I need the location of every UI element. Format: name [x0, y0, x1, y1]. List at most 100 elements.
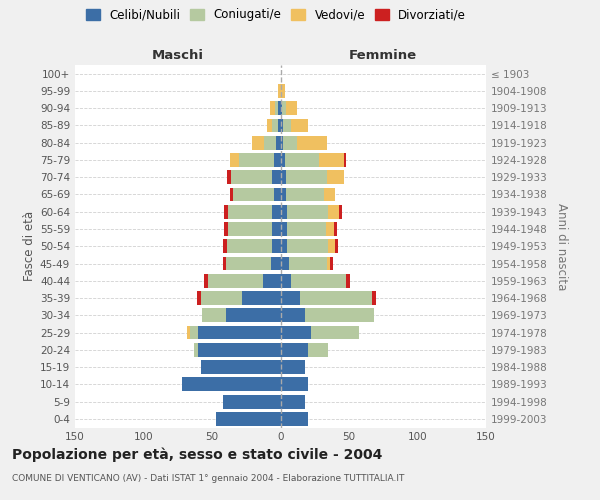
Bar — [287, 240, 328, 253]
Bar — [311, 326, 359, 340]
Bar — [281, 205, 287, 218]
Bar — [190, 326, 198, 340]
Bar — [287, 222, 326, 236]
Bar — [272, 118, 278, 132]
Bar — [216, 412, 281, 426]
Bar — [281, 412, 308, 426]
Bar — [224, 205, 229, 218]
Bar — [272, 240, 281, 253]
Bar — [286, 188, 325, 202]
Text: Femmine: Femmine — [349, 50, 418, 62]
Bar — [224, 222, 229, 236]
Bar — [299, 291, 372, 305]
Bar — [281, 394, 305, 408]
Bar — [202, 308, 226, 322]
Bar — [230, 188, 233, 202]
Bar — [223, 240, 227, 253]
Bar — [230, 153, 239, 167]
Bar — [281, 343, 308, 356]
Bar — [277, 136, 281, 149]
Bar — [263, 274, 281, 287]
Bar — [281, 240, 287, 253]
Bar — [281, 274, 292, 287]
Bar — [229, 222, 272, 236]
Bar — [281, 291, 299, 305]
Bar — [223, 256, 226, 270]
Bar — [278, 102, 281, 115]
Bar — [328, 240, 335, 253]
Bar — [223, 394, 281, 408]
Bar — [328, 205, 340, 218]
Bar — [308, 343, 328, 356]
Bar — [239, 153, 274, 167]
Bar — [198, 343, 281, 356]
Bar — [201, 360, 281, 374]
Bar — [226, 308, 281, 322]
Bar — [197, 291, 201, 305]
Bar — [319, 153, 344, 167]
Bar — [281, 308, 305, 322]
Text: Maschi: Maschi — [152, 50, 204, 62]
Bar — [297, 136, 327, 149]
Bar — [286, 170, 327, 184]
Bar — [252, 136, 264, 149]
Bar — [330, 256, 332, 270]
Bar — [208, 274, 263, 287]
Bar — [334, 222, 337, 236]
Bar — [274, 188, 281, 202]
Bar — [269, 102, 275, 115]
Bar — [272, 222, 281, 236]
Bar — [344, 153, 346, 167]
Legend: Celibi/Nubili, Coniugati/e, Vedovi/e, Divorziati/e: Celibi/Nubili, Coniugati/e, Vedovi/e, Di… — [83, 6, 469, 24]
Bar — [198, 326, 281, 340]
Text: COMUNE DI VENTICANO (AV) - Dati ISTAT 1° gennaio 2004 - Elaborazione TUTTITALIA.: COMUNE DI VENTICANO (AV) - Dati ISTAT 1°… — [12, 474, 404, 483]
Bar — [346, 274, 350, 287]
Bar — [187, 326, 190, 340]
Bar — [281, 188, 286, 202]
Bar — [283, 118, 292, 132]
Bar — [283, 136, 297, 149]
Bar — [229, 205, 272, 218]
Bar — [305, 308, 374, 322]
Bar — [292, 118, 308, 132]
Bar — [272, 205, 281, 218]
Bar — [287, 205, 328, 218]
Bar — [278, 84, 281, 98]
Bar — [284, 153, 319, 167]
Bar — [274, 153, 281, 167]
Bar — [227, 240, 272, 253]
Bar — [281, 102, 282, 115]
Bar — [194, 343, 198, 356]
Text: Popolazione per età, sesso e stato civile - 2004: Popolazione per età, sesso e stato civil… — [12, 448, 382, 462]
Bar — [281, 136, 283, 149]
Bar — [335, 240, 338, 253]
Bar — [289, 256, 327, 270]
Bar — [272, 170, 281, 184]
Bar — [281, 170, 286, 184]
Y-axis label: Anni di nascita: Anni di nascita — [554, 202, 568, 290]
Bar — [201, 291, 242, 305]
Bar — [340, 205, 342, 218]
Bar — [372, 291, 376, 305]
Bar — [281, 326, 311, 340]
Bar — [327, 170, 344, 184]
Bar — [278, 118, 281, 132]
Bar — [282, 102, 286, 115]
Bar — [292, 274, 346, 287]
Bar — [271, 256, 281, 270]
Bar — [281, 222, 287, 236]
Y-axis label: Fasce di età: Fasce di età — [23, 211, 36, 282]
Bar — [267, 118, 272, 132]
Bar — [264, 136, 277, 149]
Bar — [233, 188, 274, 202]
Bar — [325, 188, 335, 202]
Bar — [327, 256, 330, 270]
Bar — [231, 170, 272, 184]
Bar — [227, 170, 231, 184]
Bar — [286, 102, 297, 115]
Bar — [242, 291, 281, 305]
Bar — [326, 222, 334, 236]
Bar — [226, 256, 271, 270]
Bar — [204, 274, 208, 287]
Bar — [281, 378, 308, 391]
